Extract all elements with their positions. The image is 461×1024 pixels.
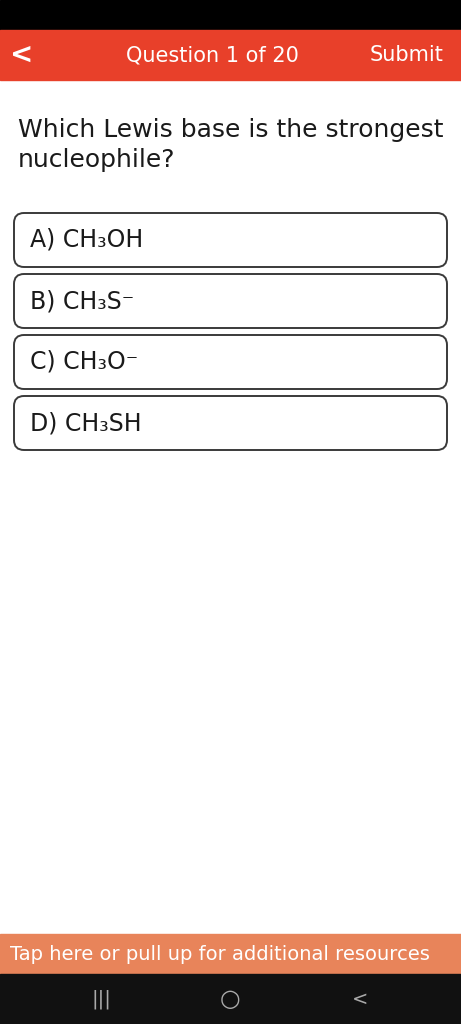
Text: A) CH₃OH: A) CH₃OH (30, 228, 143, 252)
Text: Which Lewis base is the strongest: Which Lewis base is the strongest (18, 118, 443, 142)
FancyBboxPatch shape (14, 274, 447, 328)
Bar (0, 0, 461, 30)
Bar (0, 934, 461, 974)
Text: C) CH₃O⁻: C) CH₃O⁻ (30, 350, 138, 374)
Bar (0, 30, 461, 80)
Text: nucleophile?: nucleophile? (18, 148, 176, 172)
Text: Submit: Submit (369, 45, 443, 65)
Text: ○: ○ (220, 987, 241, 1011)
Text: D) CH₃SH: D) CH₃SH (30, 411, 142, 435)
Bar (0, 974, 461, 1024)
Text: <: < (10, 41, 34, 69)
FancyBboxPatch shape (14, 335, 447, 389)
Text: B) CH₃S⁻: B) CH₃S⁻ (30, 289, 134, 313)
FancyBboxPatch shape (14, 396, 447, 450)
Text: <: < (351, 989, 368, 1009)
Text: Question 1 of 20: Question 1 of 20 (126, 45, 299, 65)
FancyBboxPatch shape (14, 213, 447, 267)
Text: Tap here or pull up for additional resources: Tap here or pull up for additional resou… (10, 944, 430, 964)
Text: |||: ||| (91, 989, 112, 1009)
